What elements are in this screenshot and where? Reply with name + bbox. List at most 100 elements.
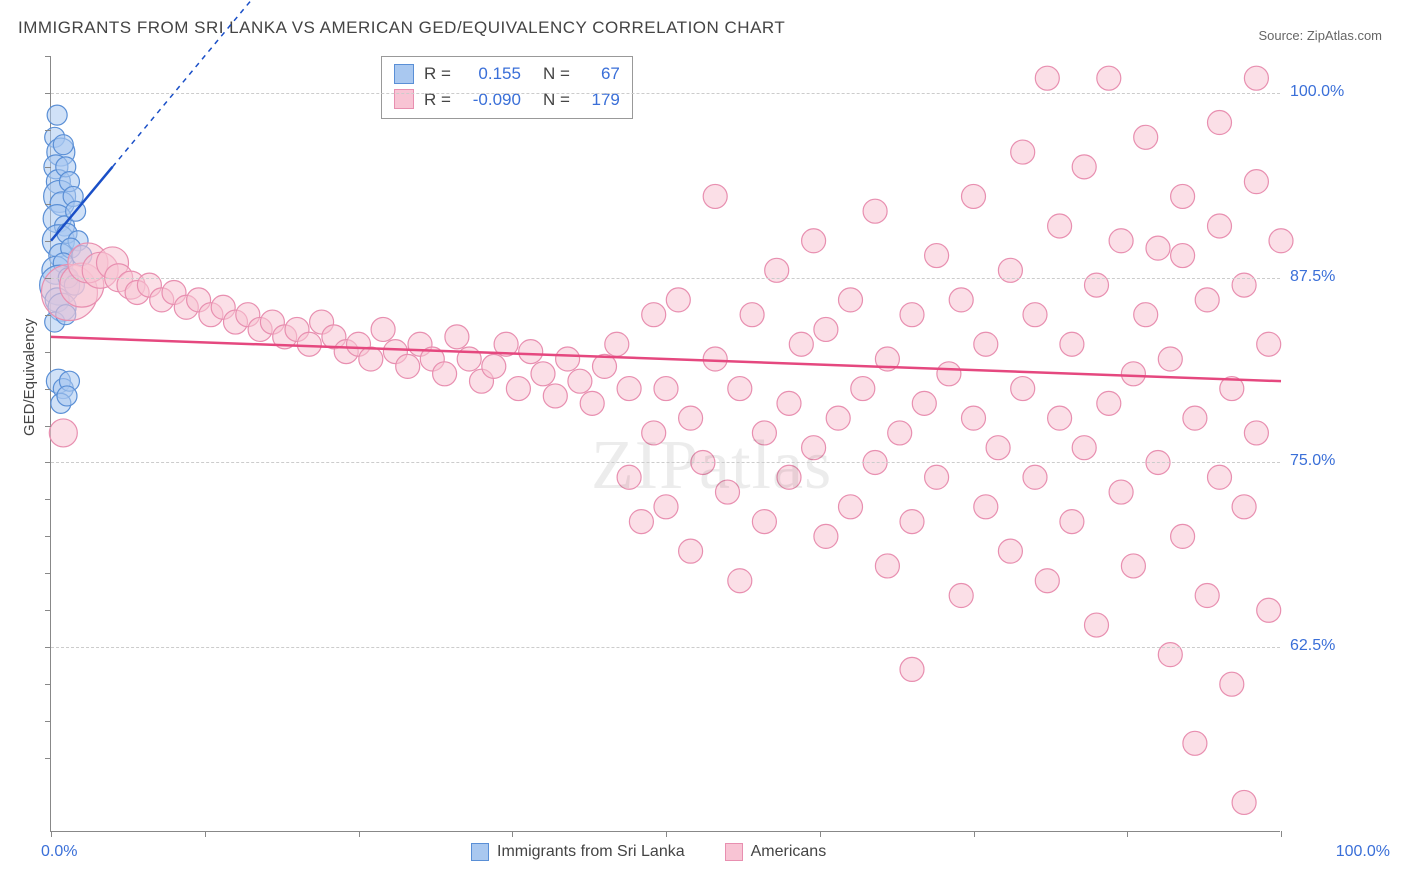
data-point: [1244, 170, 1268, 194]
data-point: [1134, 125, 1158, 149]
data-point: [396, 354, 420, 378]
data-point: [482, 354, 506, 378]
data-point: [1109, 229, 1133, 253]
data-point: [826, 406, 850, 430]
data-point: [617, 465, 641, 489]
data-point: [998, 539, 1022, 563]
data-point: [679, 539, 703, 563]
data-point: [629, 510, 653, 534]
legend-swatch: [725, 843, 743, 861]
y-tick-mark: [45, 721, 51, 722]
data-point: [986, 436, 1010, 460]
y-tick-label: 75.0%: [1290, 452, 1390, 470]
chart-svg: [51, 56, 1280, 831]
info-row: R = -0.090 N = 179: [394, 87, 620, 113]
data-point: [1208, 214, 1232, 238]
x-axis-min-label: 0.0%: [41, 843, 77, 861]
data-point: [900, 303, 924, 327]
data-point: [1158, 347, 1182, 371]
x-tick-mark: [359, 831, 360, 837]
data-point: [1109, 480, 1133, 504]
data-point: [617, 377, 641, 401]
legend-swatch: [471, 843, 489, 861]
data-point: [543, 384, 567, 408]
data-point: [57, 386, 77, 406]
data-point: [1171, 184, 1195, 208]
y-tick-mark: [45, 278, 51, 279]
legend-label: Americans: [751, 843, 827, 861]
data-point: [654, 377, 678, 401]
data-point: [1023, 303, 1047, 327]
x-tick-mark: [820, 831, 821, 837]
y-tick-mark: [45, 610, 51, 611]
data-point: [777, 391, 801, 415]
data-point: [1085, 613, 1109, 637]
n-value: 179: [580, 87, 620, 113]
y-tick-mark: [45, 684, 51, 685]
y-tick-mark: [45, 426, 51, 427]
data-point: [912, 391, 936, 415]
n-value: 67: [580, 61, 620, 87]
data-point: [716, 480, 740, 504]
data-point: [728, 569, 752, 593]
y-tick-mark: [45, 204, 51, 205]
data-point: [1232, 790, 1256, 814]
data-point: [974, 495, 998, 519]
data-point: [359, 347, 383, 371]
data-point: [47, 105, 67, 125]
data-point: [1269, 229, 1293, 253]
legend-bottom: Immigrants from Sri Lanka Americans: [471, 843, 826, 861]
data-point: [1121, 554, 1145, 578]
y-tick-mark: [45, 389, 51, 390]
data-point: [1195, 584, 1219, 608]
x-tick-mark: [51, 831, 52, 837]
x-tick-mark: [974, 831, 975, 837]
legend-item: Americans: [725, 843, 827, 861]
data-point: [53, 135, 73, 155]
data-point: [937, 362, 961, 386]
r-label: R =: [424, 87, 451, 113]
data-point: [998, 258, 1022, 282]
y-tick-mark: [45, 758, 51, 759]
data-point: [1097, 391, 1121, 415]
data-point: [1171, 244, 1195, 268]
y-tick-mark: [45, 315, 51, 316]
data-point: [1035, 66, 1059, 90]
y-tick-label: 87.5%: [1290, 268, 1390, 286]
data-point: [851, 377, 875, 401]
data-point: [777, 465, 801, 489]
r-value: 0.155: [461, 61, 521, 87]
data-point: [642, 421, 666, 445]
data-point: [1232, 495, 1256, 519]
gridline: [51, 462, 1280, 463]
data-point: [371, 317, 395, 341]
data-point: [1244, 66, 1268, 90]
n-label: N =: [543, 87, 570, 113]
data-point: [703, 184, 727, 208]
y-tick-label: 62.5%: [1290, 637, 1390, 655]
data-point: [1023, 465, 1047, 489]
data-point: [580, 391, 604, 415]
y-tick-mark: [45, 352, 51, 353]
data-point: [703, 347, 727, 371]
data-point: [839, 495, 863, 519]
data-point: [814, 317, 838, 341]
data-point: [1035, 569, 1059, 593]
data-point: [666, 288, 690, 312]
source-attribution: Source: ZipAtlas.com: [1258, 28, 1382, 43]
gridline: [51, 647, 1280, 648]
data-point: [925, 244, 949, 268]
data-point: [974, 332, 998, 356]
data-point: [1085, 273, 1109, 297]
legend-item: Immigrants from Sri Lanka: [471, 843, 685, 861]
data-point: [445, 325, 469, 349]
data-point: [297, 332, 321, 356]
data-point: [1158, 643, 1182, 667]
x-axis-max-label: 100.0%: [1336, 843, 1390, 861]
data-point: [802, 436, 826, 460]
data-point: [863, 199, 887, 223]
y-tick-label: 100.0%: [1290, 83, 1390, 101]
data-point: [1257, 598, 1281, 622]
legend-swatch: [394, 64, 414, 84]
data-point: [1011, 140, 1035, 164]
